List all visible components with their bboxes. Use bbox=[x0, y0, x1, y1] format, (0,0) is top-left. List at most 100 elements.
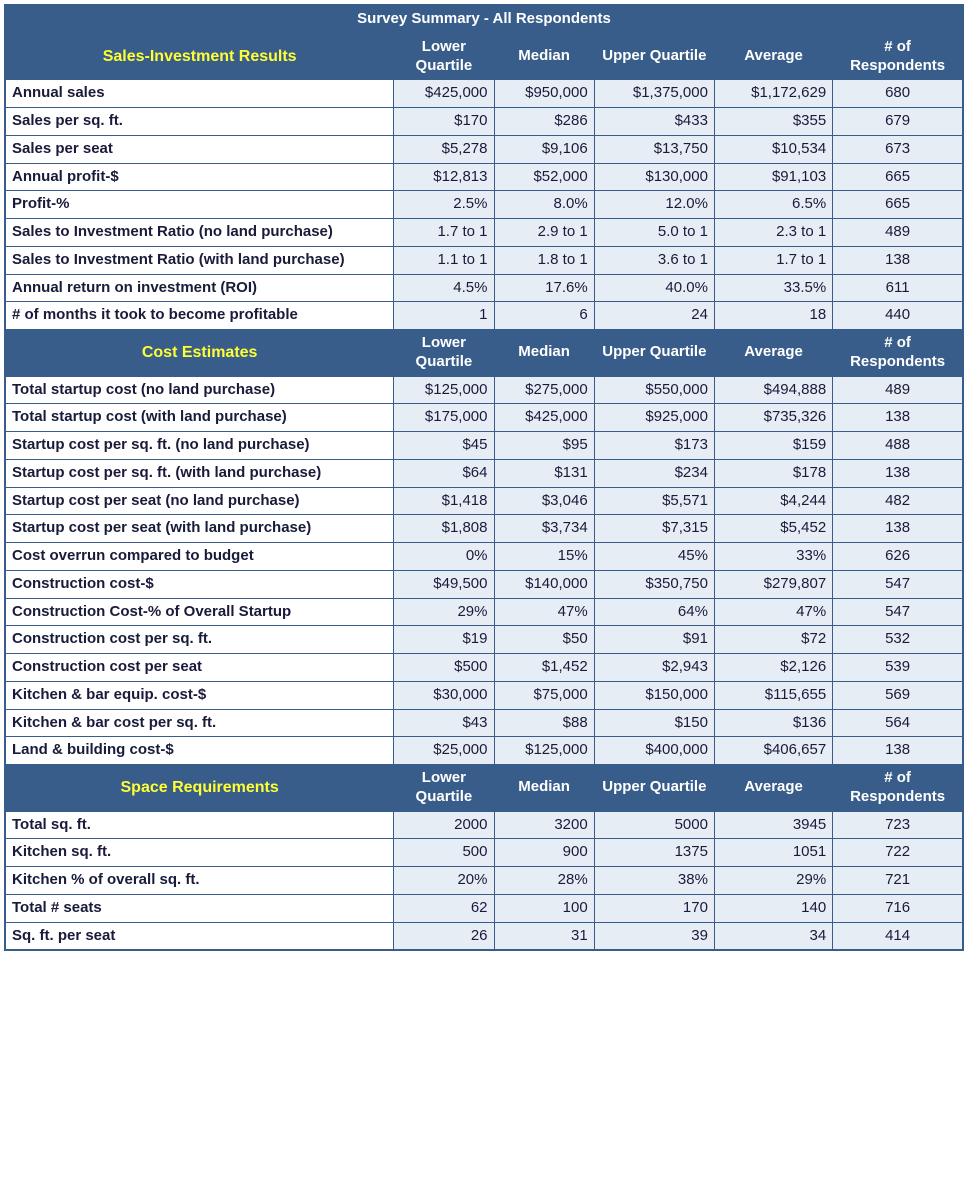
cell-value: 723 bbox=[833, 811, 963, 839]
cell-value: $136 bbox=[714, 709, 832, 737]
cell-value: 29% bbox=[714, 867, 832, 895]
row-label: Kitchen & bar cost per sq. ft. bbox=[5, 709, 394, 737]
table-row: Total startup cost (with land purchase)$… bbox=[5, 404, 963, 432]
cell-value: 564 bbox=[833, 709, 963, 737]
cell-value: $9,106 bbox=[494, 135, 594, 163]
cell-value: 38% bbox=[594, 867, 714, 895]
cell-value: 611 bbox=[833, 274, 963, 302]
column-header: Median bbox=[494, 330, 594, 377]
cell-value: $1,808 bbox=[394, 515, 494, 543]
cell-value: $1,418 bbox=[394, 487, 494, 515]
cell-value: $72 bbox=[714, 626, 832, 654]
cell-value: 24 bbox=[594, 302, 714, 330]
row-label: Profit-% bbox=[5, 191, 394, 219]
column-header: Lower Quartile bbox=[394, 765, 494, 812]
cell-value: $1,452 bbox=[494, 654, 594, 682]
cell-value: 2.9 to 1 bbox=[494, 219, 594, 247]
cell-value: $170 bbox=[394, 108, 494, 136]
cell-value: 8.0% bbox=[494, 191, 594, 219]
cell-value: $45 bbox=[394, 432, 494, 460]
cell-value: 64% bbox=[594, 598, 714, 626]
table-row: # of months it took to become profitable… bbox=[5, 302, 963, 330]
column-header: Upper Quartile bbox=[594, 33, 714, 80]
table-row: Startup cost per seat (with land purchas… bbox=[5, 515, 963, 543]
row-label: Startup cost per seat (with land purchas… bbox=[5, 515, 394, 543]
cell-value: 3.6 to 1 bbox=[594, 246, 714, 274]
cell-value: 138 bbox=[833, 459, 963, 487]
cell-value: 569 bbox=[833, 681, 963, 709]
cell-value: 47% bbox=[714, 598, 832, 626]
column-header: Median bbox=[494, 765, 594, 812]
cell-value: 547 bbox=[833, 598, 963, 626]
table-row: Annual return on investment (ROI)4.5%17.… bbox=[5, 274, 963, 302]
cell-value: 532 bbox=[833, 626, 963, 654]
cell-value: $130,000 bbox=[594, 163, 714, 191]
cell-value: $1,375,000 bbox=[594, 80, 714, 108]
cell-value: $400,000 bbox=[594, 737, 714, 765]
cell-value: 47% bbox=[494, 598, 594, 626]
cell-value: 6 bbox=[494, 302, 594, 330]
cell-value: 2.3 to 1 bbox=[714, 219, 832, 247]
cell-value: 28% bbox=[494, 867, 594, 895]
cell-value: $433 bbox=[594, 108, 714, 136]
cell-value: 665 bbox=[833, 163, 963, 191]
cell-value: $173 bbox=[594, 432, 714, 460]
cell-value: 547 bbox=[833, 570, 963, 598]
section-name: Sales-Investment Results bbox=[5, 33, 394, 80]
table-row: Total # seats62100170140716 bbox=[5, 894, 963, 922]
cell-value: 62 bbox=[394, 894, 494, 922]
cell-value: 40.0% bbox=[594, 274, 714, 302]
cell-value: 440 bbox=[833, 302, 963, 330]
table-row: Kitchen & bar cost per sq. ft.$43$88$150… bbox=[5, 709, 963, 737]
row-label: Total startup cost (no land purchase) bbox=[5, 376, 394, 404]
table-row: Sales per sq. ft.$170$286$433$355679 bbox=[5, 108, 963, 136]
column-header: Upper Quartile bbox=[594, 330, 714, 377]
cell-value: 1375 bbox=[594, 839, 714, 867]
cell-value: $735,326 bbox=[714, 404, 832, 432]
cell-value: 1.8 to 1 bbox=[494, 246, 594, 274]
column-header: # of Respondents bbox=[833, 33, 963, 80]
row-label: Annual return on investment (ROI) bbox=[5, 274, 394, 302]
cell-value: $150,000 bbox=[594, 681, 714, 709]
column-header: # of Respondents bbox=[833, 765, 963, 812]
table-row: Kitchen % of overall sq. ft.20%28%38%29%… bbox=[5, 867, 963, 895]
cell-value: 1.7 to 1 bbox=[714, 246, 832, 274]
row-label: Construction cost per sq. ft. bbox=[5, 626, 394, 654]
column-header: Average bbox=[714, 33, 832, 80]
cell-value: 34 bbox=[714, 922, 832, 950]
table-row: Sales to Investment Ratio (with land pur… bbox=[5, 246, 963, 274]
table-row: Total sq. ft.2000320050003945723 bbox=[5, 811, 963, 839]
cell-value: $500 bbox=[394, 654, 494, 682]
column-header: Upper Quartile bbox=[594, 765, 714, 812]
cell-value: $286 bbox=[494, 108, 594, 136]
cell-value: 2000 bbox=[394, 811, 494, 839]
table-row: Cost overrun compared to budget0%15%45%3… bbox=[5, 543, 963, 571]
cell-value: 1051 bbox=[714, 839, 832, 867]
cell-value: 0% bbox=[394, 543, 494, 571]
row-label: Kitchen & bar equip. cost-$ bbox=[5, 681, 394, 709]
cell-value: $95 bbox=[494, 432, 594, 460]
cell-value: 5.0 to 1 bbox=[594, 219, 714, 247]
cell-value: 900 bbox=[494, 839, 594, 867]
table-row: Total startup cost (no land purchase)$12… bbox=[5, 376, 963, 404]
cell-value: $7,315 bbox=[594, 515, 714, 543]
cell-value: 18 bbox=[714, 302, 832, 330]
cell-value: 2.5% bbox=[394, 191, 494, 219]
cell-value: 12.0% bbox=[594, 191, 714, 219]
section-name: Space Requirements bbox=[5, 765, 394, 812]
table-row: Startup cost per sq. ft. (with land purc… bbox=[5, 459, 963, 487]
cell-value: 138 bbox=[833, 515, 963, 543]
table-row: Construction cost-$$49,500$140,000$350,7… bbox=[5, 570, 963, 598]
cell-value: $43 bbox=[394, 709, 494, 737]
row-label: # of months it took to become profitable bbox=[5, 302, 394, 330]
table-row: Annual profit-$$12,813$52,000$130,000$91… bbox=[5, 163, 963, 191]
row-label: Construction Cost-% of Overall Startup bbox=[5, 598, 394, 626]
cell-value: 138 bbox=[833, 737, 963, 765]
cell-value: 500 bbox=[394, 839, 494, 867]
cell-value: $3,046 bbox=[494, 487, 594, 515]
cell-value: 17.6% bbox=[494, 274, 594, 302]
cell-value: $10,534 bbox=[714, 135, 832, 163]
cell-value: 716 bbox=[833, 894, 963, 922]
cell-value: $925,000 bbox=[594, 404, 714, 432]
cell-value: $279,807 bbox=[714, 570, 832, 598]
